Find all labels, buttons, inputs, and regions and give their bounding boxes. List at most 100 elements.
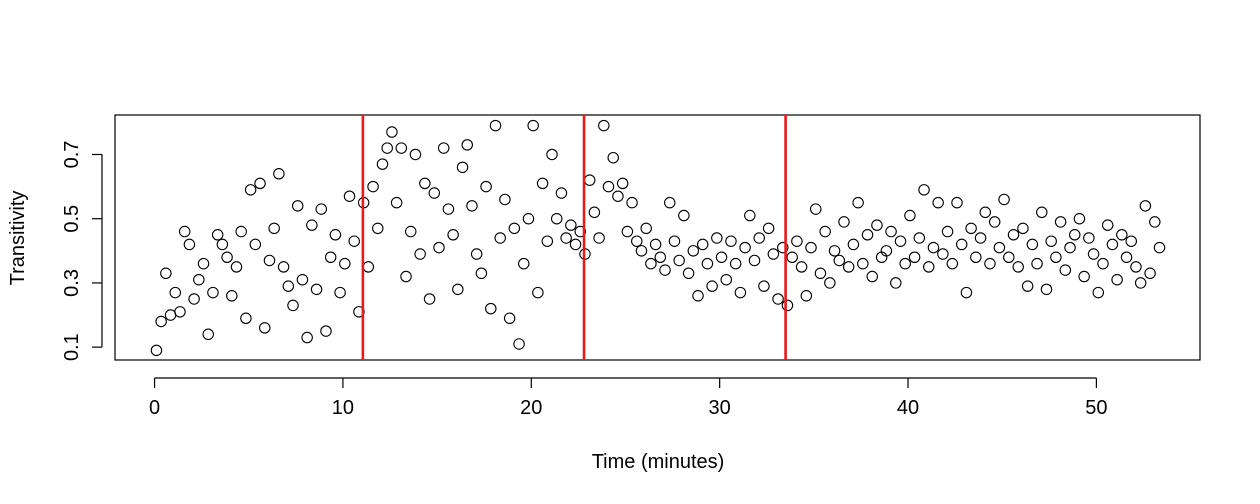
y-tick-label: 0.1	[61, 333, 83, 361]
point	[419, 177, 431, 190]
point	[475, 267, 488, 280]
point	[1125, 235, 1137, 247]
point	[536, 177, 549, 190]
point	[918, 184, 930, 196]
point	[598, 119, 610, 132]
point	[814, 267, 827, 280]
point	[970, 251, 982, 263]
point	[904, 209, 916, 222]
point	[1031, 257, 1043, 270]
point	[998, 193, 1010, 206]
point	[993, 241, 1006, 254]
point	[485, 302, 497, 315]
point	[343, 190, 356, 202]
point	[160, 267, 172, 280]
point	[499, 193, 511, 206]
point	[414, 248, 426, 260]
point	[809, 203, 822, 215]
point	[772, 293, 784, 305]
point	[202, 328, 214, 341]
point	[880, 245, 893, 257]
point	[263, 254, 276, 267]
point	[310, 283, 323, 296]
point	[541, 235, 554, 247]
point	[913, 232, 926, 244]
point	[273, 168, 285, 180]
point	[932, 196, 944, 209]
point	[748, 254, 761, 267]
point	[988, 216, 1001, 228]
y-tick-label: 0.5	[61, 205, 83, 233]
point	[1050, 251, 1062, 263]
point	[334, 286, 346, 299]
point	[668, 235, 681, 247]
point	[1101, 219, 1114, 231]
point	[626, 196, 638, 209]
point	[729, 257, 742, 270]
x-tick-label: 40	[897, 397, 919, 419]
point	[268, 222, 280, 235]
point	[235, 225, 247, 238]
point	[612, 190, 624, 202]
point	[663, 196, 676, 209]
point	[828, 245, 841, 257]
point	[593, 232, 605, 244]
point	[372, 222, 384, 235]
point	[720, 273, 733, 286]
point	[164, 309, 177, 321]
point	[569, 238, 582, 251]
point	[183, 238, 196, 251]
point	[734, 286, 747, 299]
point	[922, 261, 935, 273]
plot-frame	[114, 114, 1201, 361]
point	[230, 261, 243, 273]
point	[301, 331, 313, 344]
point	[937, 248, 949, 260]
point	[659, 264, 671, 276]
point	[786, 251, 798, 263]
point	[381, 142, 393, 154]
point	[777, 241, 789, 254]
point	[706, 280, 718, 292]
point	[1064, 241, 1076, 254]
point	[1092, 286, 1105, 299]
point	[461, 139, 473, 151]
point	[1026, 238, 1039, 251]
point	[1111, 273, 1123, 286]
point	[1040, 283, 1053, 296]
x-tick-label: 50	[1085, 397, 1107, 419]
point	[550, 212, 563, 225]
point	[1087, 248, 1100, 260]
x-axis-label: Time (minutes)	[592, 451, 725, 473]
point	[362, 261, 375, 273]
point	[1139, 200, 1152, 212]
point	[635, 245, 648, 257]
point	[857, 257, 869, 270]
point	[494, 232, 506, 244]
point	[508, 222, 521, 235]
point	[1036, 206, 1048, 219]
point	[254, 177, 266, 190]
point	[1012, 261, 1024, 273]
point	[800, 290, 813, 302]
point	[645, 257, 657, 270]
point	[1003, 251, 1015, 263]
point	[522, 212, 535, 225]
point	[885, 225, 897, 238]
point	[527, 119, 539, 132]
point	[456, 161, 469, 174]
y-tick-label: 0.7	[61, 141, 83, 169]
point	[1073, 212, 1086, 225]
point	[640, 222, 652, 235]
point	[805, 241, 817, 254]
point	[287, 299, 299, 312]
point	[744, 209, 756, 222]
point	[574, 225, 587, 238]
point	[282, 280, 295, 292]
point	[602, 180, 615, 193]
point	[861, 229, 874, 241]
point	[447, 229, 459, 241]
point	[178, 225, 191, 238]
point	[979, 206, 992, 219]
point	[339, 257, 351, 270]
